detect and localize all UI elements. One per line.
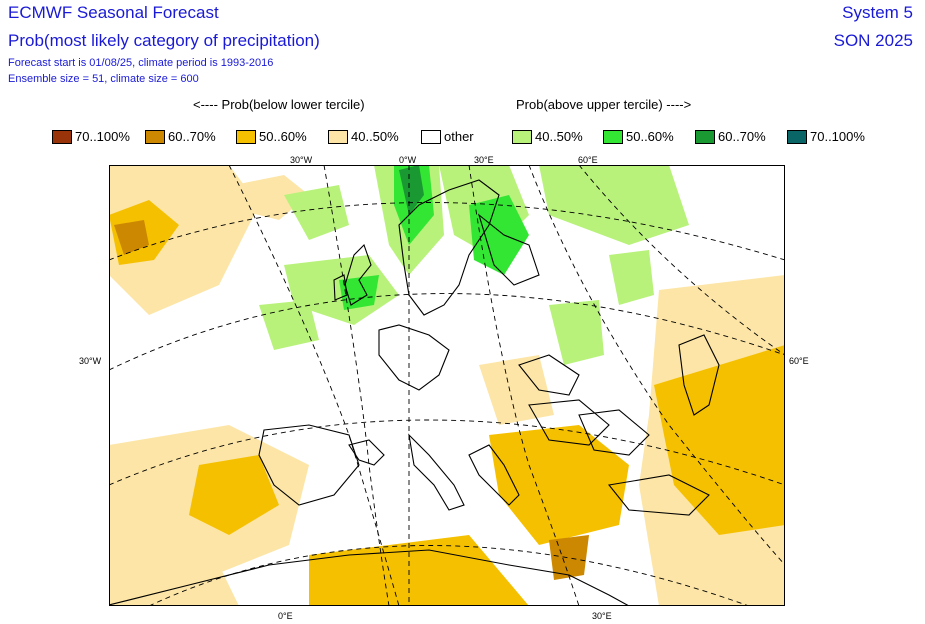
coastlines [109,179,720,606]
legend-label: 50..60% [259,129,307,144]
ensemble-info: Ensemble size = 51, climate size = 600 [8,73,199,85]
legend-swatch [328,130,348,144]
legend-label: 60..70% [168,129,216,144]
legend-label: other [444,129,474,144]
lon-label-bottom: 0°E [278,611,293,621]
lon-label-top: 0°W [399,155,417,165]
legend-label: 70..100% [810,129,865,144]
forecast-map [109,165,785,606]
chart-subtitle: Prob(most likely category of precipitati… [8,31,320,50]
season-label: SON 2025 [833,31,913,50]
legend-swatch [787,130,807,144]
legend-label: 40..50% [351,129,399,144]
legend-label: 70..100% [75,129,130,144]
legend: 70..100% 60..70% 50..60% 40..50% other 4… [0,129,925,147]
lat-label-left: 30°W [79,356,102,366]
legend-above-heading: Prob(above upper tercile) ----> [516,97,692,112]
lat-label-right: 60°E [789,356,809,366]
legend-swatch [236,130,256,144]
legend-label: 50..60% [626,129,674,144]
system-label: System 5 [842,3,913,22]
lon-label-top: 30°E [474,155,494,165]
lon-label-top: 30°W [290,155,313,165]
legend-swatch [145,130,165,144]
legend-swatch [512,130,532,144]
legend-swatch [52,130,72,144]
lon-label-bottom: 30°E [592,611,612,621]
legend-label: 60..70% [718,129,766,144]
forecast-info: Forecast start is 01/08/25, climate peri… [8,57,274,69]
map-frame [109,165,785,606]
legend-swatch [603,130,623,144]
legend-swatch [695,130,715,144]
legend-swatch [421,130,441,144]
lon-label-top: 60°E [578,155,598,165]
chart-title: ECMWF Seasonal Forecast [8,3,219,22]
legend-label: 40..50% [535,129,583,144]
legend-below-heading: <---- Prob(below lower tercile) [193,97,365,112]
probability-shading [109,165,785,606]
